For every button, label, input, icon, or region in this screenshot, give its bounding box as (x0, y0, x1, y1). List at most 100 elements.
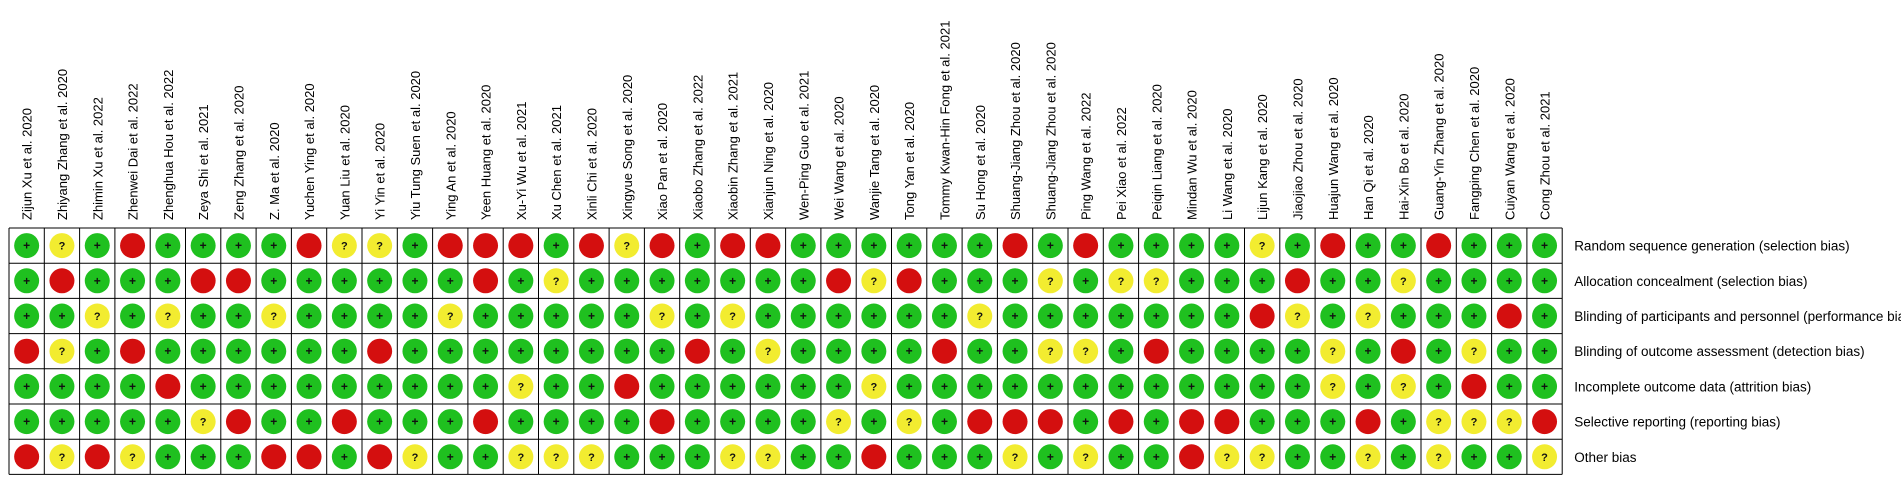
low-risk-mark (1284, 444, 1310, 470)
low-risk-mark (1532, 338, 1558, 364)
low-risk-mark (84, 409, 110, 435)
study-label: Huajun Wang et al. 2020 (1326, 77, 1341, 220)
judgement-symbol: + (164, 450, 171, 464)
low-risk-mark (1143, 233, 1169, 259)
study-label: Zhenwei Dai et al. 2022 (126, 83, 141, 220)
judgement-symbol: + (58, 379, 65, 393)
judgement-symbol: + (200, 344, 207, 358)
low-risk-mark (684, 373, 710, 399)
judgement-symbol: + (1506, 450, 1513, 464)
low-risk-mark (1179, 268, 1205, 294)
low-risk-mark (508, 303, 534, 329)
judgement-symbol: + (23, 415, 30, 429)
judgement-symbol: + (553, 309, 560, 323)
judgement-symbol: ? (1294, 311, 1301, 323)
high-risk-mark (1143, 338, 1169, 364)
judgement-symbol: + (870, 239, 877, 253)
unclear-risk-mark (331, 233, 357, 259)
study-label: Cuiyan Wang et al. 2020 (1502, 78, 1517, 220)
low-risk-mark (614, 303, 640, 329)
judgement-symbol: + (835, 239, 842, 253)
judgement-symbol: + (976, 239, 983, 253)
study-label: Zijun Xu et al. 2020 (20, 108, 35, 220)
low-risk-mark (790, 303, 816, 329)
unclear-risk-mark (1426, 409, 1452, 435)
study-label: Lijun Kang et al. 2020 (1255, 94, 1270, 220)
unclear-risk-mark (720, 303, 746, 329)
high-risk-mark (720, 233, 746, 259)
study-label: Li Wang et al. 2020 (1220, 108, 1235, 220)
unclear-risk-mark (1073, 444, 1099, 470)
judgement-symbol: + (588, 274, 595, 288)
high-risk-mark (1496, 303, 1522, 329)
low-risk-mark (1320, 268, 1346, 294)
low-risk-mark (155, 268, 181, 294)
low-risk-mark (967, 338, 993, 364)
unclear-risk-mark (861, 268, 887, 294)
judgement-symbol: + (800, 274, 807, 288)
judgement-symbol: ? (1047, 276, 1054, 288)
judgement-symbol: + (1294, 379, 1301, 393)
judgement-symbol: ? (870, 381, 877, 393)
high-risk-mark (261, 444, 287, 470)
judgement-symbol: + (870, 309, 877, 323)
judgement-symbol: + (1470, 274, 1477, 288)
high-risk-mark (1461, 373, 1487, 399)
study-label: Peiqin Liang et al. 2020 (1149, 84, 1164, 220)
low-risk-mark (190, 338, 216, 364)
low-risk-mark (1355, 268, 1381, 294)
judgement-symbol: + (800, 379, 807, 393)
judgement-symbol: + (1117, 450, 1124, 464)
judgement-symbol: + (517, 415, 524, 429)
low-risk-mark (931, 444, 957, 470)
judgement-symbol: + (694, 415, 701, 429)
judgement-symbol: + (1294, 415, 1301, 429)
judgement-symbol: + (341, 450, 348, 464)
high-risk-mark (684, 338, 710, 364)
judgement-symbol: + (23, 239, 30, 253)
low-risk-mark (931, 303, 957, 329)
high-risk-mark (1108, 409, 1134, 435)
low-risk-mark (1214, 373, 1240, 399)
low-risk-mark (402, 409, 428, 435)
judgement-symbol: + (906, 379, 913, 393)
study-label: Shuang-Jiang Zhou et al. 2020 (1008, 42, 1023, 220)
high-risk-mark (1249, 303, 1275, 329)
unclear-risk-mark (614, 233, 640, 259)
low-risk-mark (1214, 268, 1240, 294)
study-label: Xiaobo Zhang et al. 2022 (690, 75, 705, 220)
judgement-symbol: + (764, 309, 771, 323)
low-risk-mark (1390, 303, 1416, 329)
judgement-symbol: ? (976, 311, 983, 323)
unclear-risk-mark (1461, 338, 1487, 364)
low-risk-mark (896, 444, 922, 470)
judgement-symbol: + (694, 239, 701, 253)
judgement-symbol: + (447, 415, 454, 429)
low-risk-mark (1108, 303, 1134, 329)
low-risk-mark (473, 338, 499, 364)
low-risk-mark (49, 303, 75, 329)
low-risk-mark (684, 303, 710, 329)
high-risk-mark (473, 409, 499, 435)
study-label: Hai-Xin Bo et al. 2020 (1396, 94, 1411, 220)
unclear-risk-mark (1496, 409, 1522, 435)
judgement-symbol: + (1329, 450, 1336, 464)
high-risk-mark (1037, 409, 1063, 435)
judgement-symbol: + (341, 344, 348, 358)
judgement-symbol: + (835, 344, 842, 358)
low-risk-mark (437, 373, 463, 399)
low-risk-mark (155, 338, 181, 364)
low-risk-mark (931, 268, 957, 294)
domain-label: Blinding of participants and personnel (… (1574, 309, 1901, 324)
domain-label: Other bias (1574, 450, 1637, 465)
low-risk-mark (190, 303, 216, 329)
judgement-symbol: + (623, 450, 630, 464)
judgement-symbol: + (1117, 239, 1124, 253)
low-risk-mark (1355, 338, 1381, 364)
low-risk-mark (684, 233, 710, 259)
high-risk-mark (826, 268, 852, 294)
unclear-risk-mark (1320, 373, 1346, 399)
unclear-risk-mark (578, 444, 604, 470)
low-risk-mark (649, 268, 675, 294)
low-risk-mark (1284, 338, 1310, 364)
